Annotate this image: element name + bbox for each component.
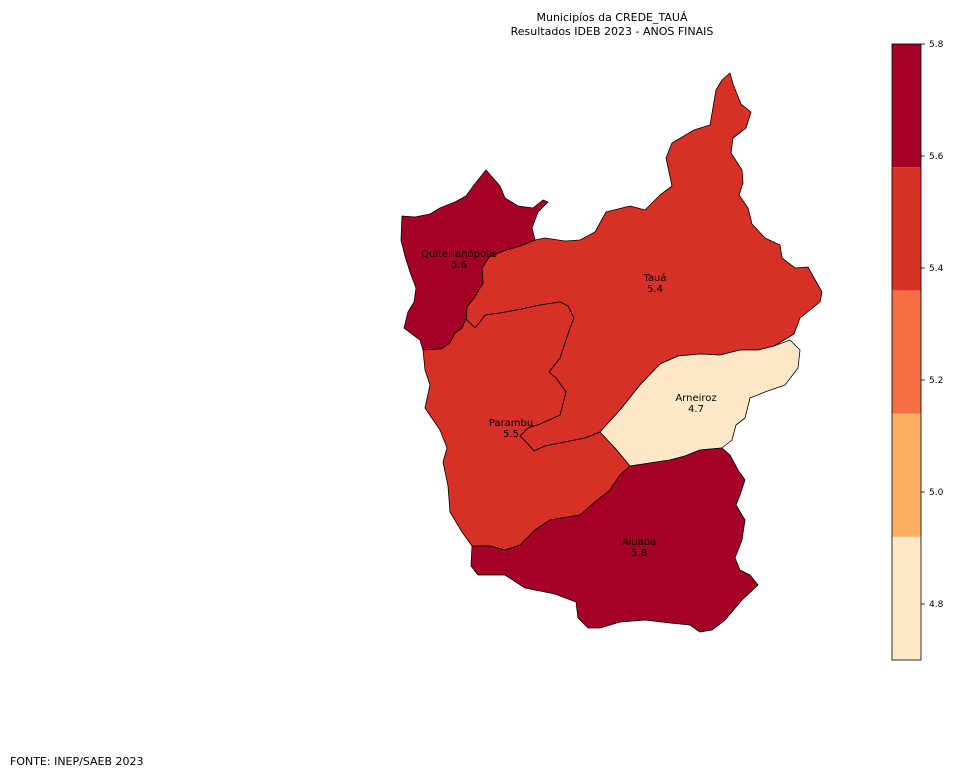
colorbar-bin xyxy=(892,413,921,537)
colorbar-bin xyxy=(892,536,921,660)
colorbar-tick-label: 5.0 xyxy=(929,488,944,498)
colorbar-bin xyxy=(892,290,921,414)
colorbar: 4.8 5.0 5.2 5.4 5.6 5.8 xyxy=(891,40,944,661)
colorbar-tick-label: 5.8 xyxy=(929,40,944,50)
label-taua-name: Tauá xyxy=(642,272,666,284)
municipality-aiuaba[interactable] xyxy=(470,447,759,633)
label-parambu-value: 5.5 xyxy=(503,429,519,440)
label-taua-value: 5.4 xyxy=(647,284,663,295)
colorbar-tick-label: 5.2 xyxy=(929,376,943,386)
colorbar-bin xyxy=(892,44,921,168)
municipality-parambu[interactable] xyxy=(422,301,631,551)
source-note: FONTE: INEP/SAEB 2023 xyxy=(10,755,144,768)
colorbar-bin xyxy=(892,167,921,291)
map-title: Municipíos da CREDE_TAUÁ xyxy=(536,11,688,24)
label-quiterianopolis-name: Quiterianópolis xyxy=(421,248,497,260)
label-aiuaba-value: 5.8 xyxy=(631,548,647,559)
colorbar-tick-label: 4.8 xyxy=(929,600,944,610)
label-arneiroz-name: Arneiroz xyxy=(675,393,716,404)
colorbar-tick-label: 5.6 xyxy=(929,152,944,162)
map-subtitle: Resultados IDEB 2023 - ANOS FINAIS xyxy=(510,25,714,38)
label-quiterianopolis-value: 5.6 xyxy=(451,260,467,271)
label-arneiroz-value: 4.7 xyxy=(688,404,704,415)
label-parambu-name: Parambu xyxy=(489,418,533,429)
colorbar-frame xyxy=(891,43,922,661)
label-aiuaba-name: Aiuaba xyxy=(622,537,657,548)
colorbar-tick-label: 5.4 xyxy=(929,264,944,274)
